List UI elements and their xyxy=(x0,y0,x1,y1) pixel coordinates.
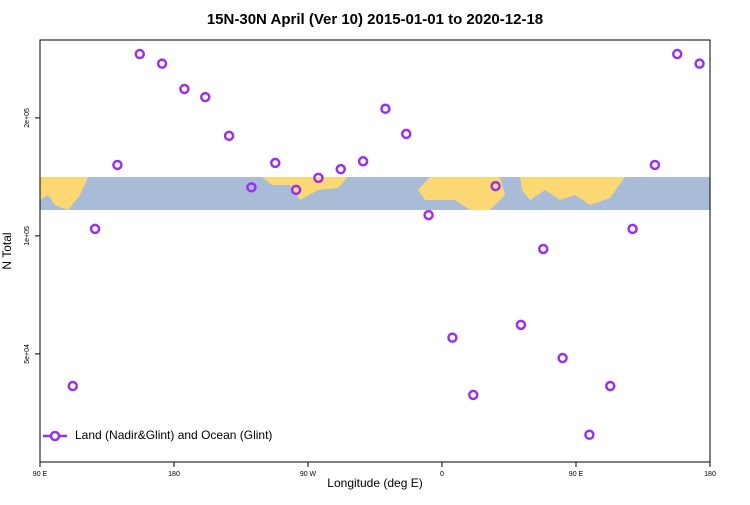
y-tick-label: 5e+04 xyxy=(24,344,31,364)
plot-frame xyxy=(39,39,711,463)
point xyxy=(246,182,257,193)
x-tick-label: 0 xyxy=(440,471,444,478)
point xyxy=(423,209,434,221)
point xyxy=(290,184,302,196)
x-tick-label: 90 E xyxy=(569,471,584,478)
point xyxy=(649,159,661,171)
point xyxy=(447,332,458,343)
point xyxy=(357,156,369,167)
x-tick-label: 90 W xyxy=(300,471,317,478)
point xyxy=(223,130,235,142)
point xyxy=(179,83,190,95)
point xyxy=(380,103,391,115)
point xyxy=(200,91,211,103)
point xyxy=(627,223,638,235)
point xyxy=(401,128,412,140)
point xyxy=(335,163,347,175)
chart-title: 15N-30N April (Ver 10) 2015-01-01 to 202… xyxy=(207,11,543,28)
point xyxy=(515,319,527,331)
point xyxy=(694,58,705,69)
point xyxy=(112,159,123,171)
point xyxy=(269,157,281,169)
point xyxy=(156,58,168,69)
point xyxy=(468,389,479,401)
x-tick-label: 180 xyxy=(704,471,716,478)
map-band xyxy=(40,177,710,210)
point xyxy=(490,180,501,192)
x-tick-label: 180 xyxy=(168,471,180,478)
y-tick-label: 1e+05 xyxy=(24,226,31,246)
x-axis-label: Longitude (deg E) xyxy=(327,476,422,490)
point xyxy=(134,48,146,60)
legend-label: Land (Nadir&Glint) and Ocean (Glint) xyxy=(75,428,272,442)
point xyxy=(313,172,324,184)
point xyxy=(537,243,549,255)
y-tick-label: 2e+05 xyxy=(24,108,31,128)
y-axis-label: N Total xyxy=(0,232,14,269)
point xyxy=(604,380,616,392)
point xyxy=(584,429,595,440)
x-tick-label: 90 E xyxy=(33,471,48,478)
point xyxy=(89,223,101,235)
point xyxy=(671,48,683,60)
point xyxy=(557,352,568,364)
legend-marker xyxy=(49,430,61,442)
point xyxy=(67,380,79,392)
